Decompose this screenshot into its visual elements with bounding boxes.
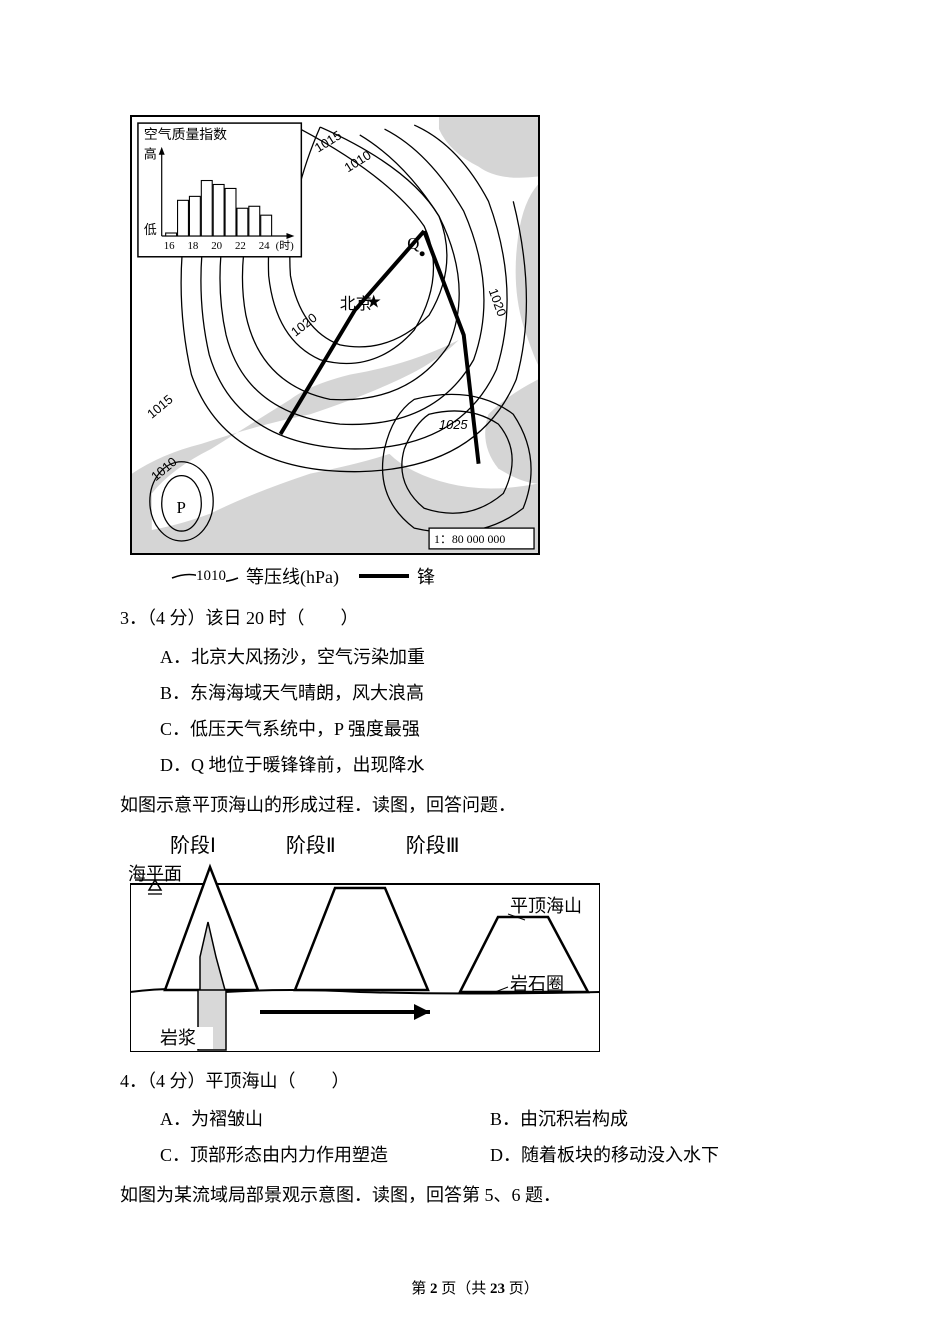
legend-isobar: 1010 等压线(hPa) [170, 563, 339, 589]
q-point-label: Q [407, 234, 419, 253]
svg-text:1020: 1020 [486, 286, 510, 318]
page-footer: 第 2 页（共 23 页） [0, 1277, 950, 1298]
svg-text:(时): (时) [276, 239, 294, 252]
q4-option-c: C．顶部形态由内力作用塑造 [160, 1137, 490, 1173]
q3-option-c: C．低压天气系统中，P 强度最强 [130, 711, 820, 747]
figure2-intro: 如图示意平顶海山的形成过程．读图，回答问题． [120, 787, 820, 823]
q4-option-b: B．由沉积岩构成 [490, 1101, 820, 1137]
svg-text:低: 低 [144, 223, 157, 237]
isobar-legend-text: 等压线(hPa) [246, 563, 339, 589]
figure3-intro: 如图为某流域局部景观示意图．读图，回答第 5、6 题． [120, 1177, 820, 1213]
front-legend-text: 锋 [417, 563, 435, 589]
svg-text:岩石圈: 岩石圈 [510, 974, 564, 994]
seamount-figure: 阶段Ⅰ 阶段Ⅱ 阶段Ⅲ 海平面 [130, 829, 820, 1052]
weather-map-figure: 1015 1010 1020 1020 1025 1015 1010 ★ 北京 … [130, 115, 540, 555]
q3-option-a: A．北京大风扬沙，空气污染加重 [130, 639, 820, 675]
weather-map-svg: 1015 1010 1020 1020 1025 1015 1010 ★ 北京 … [132, 117, 538, 553]
seamount-svg: 平顶海山 岩石圈 岩浆 [130, 862, 600, 1052]
beijing-label: 北京 [340, 295, 372, 313]
svg-text:1025: 1025 [439, 417, 468, 432]
q3-option-d: D．Q 地位于暖锋锋前，出现降水 [130, 747, 820, 783]
q4-stem: 4．（4 分）平顶海山（ ） [120, 1062, 820, 1102]
scale-label: 1：80 000 000 [434, 532, 505, 546]
q3-option-b: B．东海海域天气晴朗，风大浪高 [130, 675, 820, 711]
q4-option-d: D．随着板块的移动没入水下 [490, 1137, 820, 1173]
svg-text:平顶海山: 平顶海山 [510, 896, 582, 916]
figure1-legend: 1010 等压线(hPa) 锋 [130, 563, 820, 589]
stage3-label: 阶段Ⅲ [406, 829, 460, 858]
q3-stem: 3．（4 分）该日 20 时（ ） [120, 599, 820, 639]
svg-text:20: 20 [211, 240, 222, 252]
svg-text:24: 24 [259, 240, 270, 252]
stage1-label: 阶段Ⅰ [170, 829, 216, 858]
q4-option-a: A．为褶皱山 [160, 1101, 490, 1137]
svg-text:18: 18 [187, 240, 198, 252]
p-point-label: P [177, 498, 186, 517]
svg-text:高: 高 [144, 147, 157, 162]
svg-text:22: 22 [235, 240, 246, 252]
svg-text:16: 16 [164, 240, 175, 252]
svg-text:空气质量指数: 空气质量指数 [144, 127, 227, 142]
svg-text:1020: 1020 [288, 310, 320, 339]
stage2-label: 阶段Ⅱ [286, 829, 336, 858]
legend-front: 锋 [359, 563, 435, 589]
svg-text:岩浆: 岩浆 [160, 1028, 196, 1048]
